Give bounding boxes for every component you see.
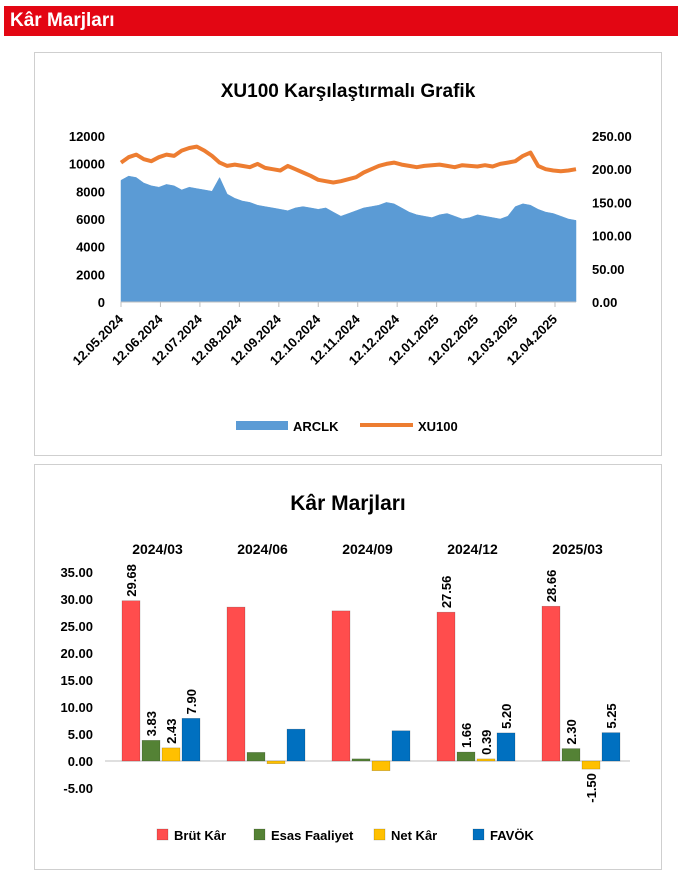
bar-esas-faaliyet	[561, 748, 581, 762]
bar-net-k-r	[161, 747, 181, 762]
bar-esas-faaliyet	[246, 752, 266, 762]
legend-label-arclk: ARCLK	[293, 419, 339, 434]
y-right-tick-label: 200.00	[592, 162, 632, 177]
section-header: Kâr Marjları	[4, 6, 678, 36]
bar-br-t-k-r	[436, 611, 456, 762]
category-label: 2024/12	[447, 541, 498, 557]
bar-br-t-k-r	[331, 610, 351, 762]
y-tick-label: 5.00	[68, 727, 93, 742]
y-tick-label: -5.00	[63, 781, 93, 796]
y-left-tick-label: 4000	[76, 240, 105, 255]
category-label: 2025/03	[552, 541, 603, 557]
y-left-tick-label: 10000	[69, 157, 105, 172]
data-label: 29.68	[124, 564, 139, 597]
chart-title: Kâr Marjları	[290, 492, 406, 515]
bar-fav-k	[181, 718, 201, 762]
category-label: 2024/06	[237, 541, 288, 557]
y-left-tick-label: 8000	[76, 184, 105, 199]
y-left-tick-label: 6000	[76, 212, 105, 227]
bar-br-t-k-r	[541, 605, 561, 762]
top-edge	[0, 0, 681, 6]
bar-net-k-r	[476, 758, 496, 762]
y-tick-label: 20.00	[60, 646, 93, 661]
bar-br-t-k-r	[226, 606, 246, 762]
y-tick-label: 10.00	[60, 700, 93, 715]
bar-fav-k	[391, 730, 411, 762]
y-tick-label: 15.00	[60, 673, 93, 688]
data-label: 5.20	[499, 704, 514, 729]
legend-swatch	[253, 828, 266, 841]
data-label: 2.43	[164, 719, 179, 744]
bar-net-k-r	[266, 760, 286, 764]
legend-swatch	[472, 828, 485, 841]
y-right-tick-label: 100.00	[592, 229, 632, 244]
data-label: 28.66	[544, 570, 559, 603]
bar-fav-k	[601, 732, 621, 762]
data-label: -1.50	[584, 773, 599, 803]
legend-swatch-arclk	[236, 421, 288, 430]
legend-label-xu100: XU100	[418, 419, 458, 434]
data-label: 0.39	[479, 730, 494, 755]
data-label: 27.56	[439, 576, 454, 609]
y-right-tick-label: 150.00	[592, 195, 632, 210]
y-left-tick-label: 12000	[69, 129, 105, 144]
y-tick-label: 35.00	[60, 565, 93, 580]
bar-br-t-k-r	[121, 600, 141, 762]
legend-label: Brüt Kâr	[174, 828, 226, 843]
section-title: Kâr Marjları	[10, 10, 115, 31]
bar-esas-faaliyet	[351, 758, 371, 762]
bar-fav-k	[496, 732, 516, 762]
legend-swatch	[373, 828, 386, 841]
bar-net-k-r	[581, 760, 601, 770]
y-left-tick-label: 2000	[76, 267, 105, 282]
xu100-comparison-chart-panel: XU100 Karşılaştırmalı Grafik 0 2000 4000 600…	[34, 52, 662, 456]
bar-fav-k	[286, 728, 306, 762]
legend-label: Esas Faaliyet	[271, 828, 354, 843]
legend-label: FAVÖK	[490, 828, 534, 843]
bar-esas-faaliyet	[456, 751, 476, 762]
legend-swatch	[156, 828, 169, 841]
xu100-line-series	[119, 144, 577, 185]
category-label: 2024/09	[342, 541, 393, 557]
legend-label: Net Kâr	[391, 828, 437, 843]
profit-margins-chart-panel: Kâr Marjları -5.00 0.00 5.00 10.00 15.00 20.00…	[34, 464, 662, 870]
arclk-area-series	[120, 175, 577, 303]
chart-title: XU100 Karşılaştırmalı Grafik	[221, 81, 476, 102]
y-tick-label: 25.00	[60, 619, 93, 634]
y-right-tick-label: 0.00	[592, 295, 617, 310]
data-label: 1.66	[459, 723, 474, 748]
y-left-tick-label: 0	[98, 295, 105, 310]
data-label: 7.90	[184, 689, 199, 714]
y-right-tick-label: 250.00	[592, 129, 632, 144]
profit-margins-chart: Kâr Marjları -5.00 0.00 5.00 10.00 15.00 20.00…	[60, 492, 630, 843]
data-label: 5.25	[604, 703, 619, 728]
y-tick-label: 30.00	[60, 592, 93, 607]
data-label: 3.83	[144, 711, 159, 736]
y-tick-label: 0.00	[68, 754, 93, 769]
y-right-tick-label: 50.00	[592, 262, 625, 277]
bar-esas-faaliyet	[141, 740, 161, 762]
bar-net-k-r	[371, 760, 391, 772]
xu100-comparison-chart: XU100 Karşılaştırmalı Grafik 0 2000 4000 600…	[69, 81, 632, 434]
category-label: 2024/03	[132, 541, 183, 557]
data-label: 2.30	[564, 719, 579, 744]
